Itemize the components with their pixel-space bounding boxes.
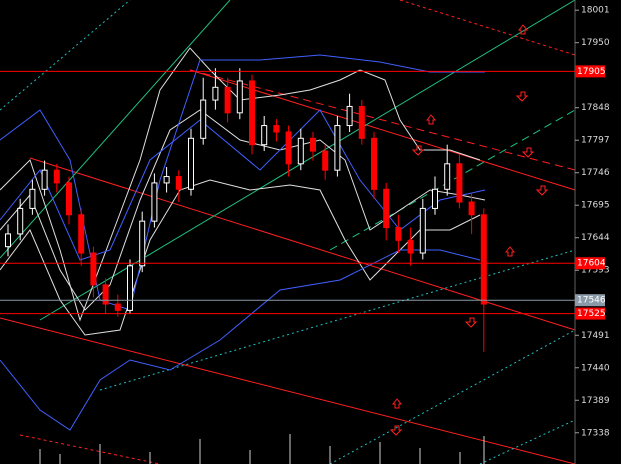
decorations — [0, 0, 576, 464]
level-box — [575, 65, 605, 78]
channel-line — [0, 0, 131, 111]
y-tick-label: 17338 — [581, 428, 610, 438]
y-tick-label: 17389 — [581, 396, 610, 406]
y-tick-label: 17797 — [581, 136, 610, 146]
arrow-up — [425, 114, 437, 125]
candle-body — [163, 176, 170, 184]
y-tick-label: 17593 — [581, 266, 610, 276]
level-label: 17525 — [577, 309, 606, 319]
candle-body — [297, 137, 304, 165]
candle-body — [53, 169, 60, 184]
candle-body — [273, 125, 280, 133]
candle-body — [334, 125, 341, 171]
level-box — [575, 257, 605, 270]
level-box — [575, 307, 605, 320]
candle-body — [419, 207, 426, 254]
arrow-down — [521, 147, 535, 158]
candle-body — [444, 163, 451, 190]
arrow-down — [411, 145, 425, 156]
trend-line — [0, 317, 576, 464]
candle-body — [224, 86, 231, 114]
arrow-down — [515, 91, 529, 102]
candle-body — [114, 303, 121, 311]
level-label: 17905 — [577, 67, 606, 77]
candle-body — [5, 233, 11, 248]
candle-body — [90, 252, 97, 286]
candle-body — [358, 105, 365, 139]
candle-body — [151, 182, 158, 222]
candle-body — [395, 227, 402, 241]
candle-body — [17, 207, 24, 235]
candle-body — [383, 188, 390, 229]
y-tick-label: 17848 — [581, 103, 610, 113]
channel-line — [329, 109, 576, 251]
candle-body — [127, 265, 133, 311]
candle-body — [236, 80, 243, 114]
y-tick-label: 17440 — [581, 363, 610, 373]
candle-body — [200, 99, 207, 139]
y-tick-label: 18001 — [581, 6, 610, 16]
arrow-up — [517, 24, 529, 35]
candle-body — [139, 220, 146, 267]
arrow-up — [504, 246, 516, 257]
y-tick-label: 17644 — [581, 233, 610, 243]
candle-body — [249, 80, 255, 146]
candle-body — [175, 176, 182, 190]
level-label: 17604 — [577, 259, 606, 269]
candle-body — [456, 163, 463, 203]
candle-body — [29, 188, 36, 209]
arrows — [389, 24, 549, 436]
band-outer — [0, 249, 481, 431]
candle-body — [407, 239, 414, 254]
candle-body — [285, 131, 292, 165]
candle-body — [468, 201, 475, 216]
level-box — [575, 294, 605, 307]
moving-average — [0, 109, 486, 261]
band-mid — [0, 109, 486, 311]
level-label: 17546 — [577, 296, 606, 306]
candle-body — [480, 214, 487, 305]
y-tick-label: 17491 — [581, 331, 610, 341]
candle-body — [322, 150, 329, 171]
candle-body — [261, 125, 268, 146]
candle-body — [371, 137, 377, 190]
arrow-down — [389, 425, 403, 436]
trend-line — [399, 0, 576, 56]
arrow-down — [464, 317, 478, 328]
arrow-down — [535, 185, 549, 196]
candle-body — [41, 169, 48, 190]
candle-body — [66, 182, 72, 216]
candle-body — [188, 137, 194, 190]
volume — [39, 434, 485, 464]
y-tick-label: 17950 — [581, 38, 610, 48]
arrow-up — [391, 398, 403, 409]
y-tick-label: 17695 — [581, 201, 610, 211]
candle-body — [346, 105, 353, 127]
candle-body — [102, 284, 109, 305]
band-outer — [0, 54, 485, 311]
candle-body — [212, 86, 219, 101]
candle-body — [432, 188, 438, 209]
candle-body — [310, 137, 316, 152]
candle-body — [78, 214, 85, 254]
channel-line — [329, 329, 576, 464]
y-tick-label: 17746 — [581, 168, 610, 178]
